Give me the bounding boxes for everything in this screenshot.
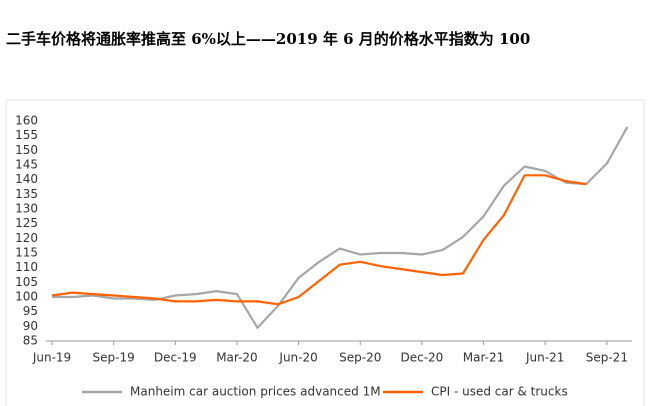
y-tick-label: 155 — [15, 128, 38, 142]
x-tick-label: Jun-21 — [525, 351, 564, 365]
y-tick-label: 135 — [15, 187, 38, 201]
y-tick-label: 140 — [15, 172, 38, 186]
y-tick-label: 115 — [15, 246, 38, 260]
chart-title: 二手车价格将通胀率推高至 6%以上——2019 年 6 月的价格水平指数为 10… — [6, 30, 530, 48]
legend-label: CPI - used car & trucks — [431, 385, 568, 399]
legend-label: Manheim car auction prices advanced 1M — [130, 385, 381, 399]
x-tick-label: Sep-21 — [586, 351, 628, 365]
y-tick-label: 105 — [15, 275, 38, 289]
series-line — [52, 126, 629, 329]
x-tick-label: Sep-19 — [93, 351, 135, 365]
series-line — [51, 174, 587, 306]
x-tick-label: Jun-20 — [278, 351, 317, 365]
y-tick-label: 160 — [15, 114, 38, 128]
x-tick-label: Mar-20 — [216, 351, 257, 365]
y-tick-label: 145 — [15, 158, 38, 172]
x-tick-label: Sep-20 — [339, 351, 381, 365]
y-tick-label: 125 — [15, 216, 38, 230]
y-tick-label: 110 — [15, 260, 38, 274]
y-tick-label: 100 — [15, 290, 38, 304]
y-tick-label: 120 — [15, 231, 38, 245]
x-tick-label: Dec-19 — [154, 351, 197, 365]
y-tick-label: 150 — [15, 143, 38, 157]
y-tick-label: 85 — [23, 334, 38, 348]
x-tick-label: Mar-21 — [463, 351, 504, 365]
x-tick-label: Dec-20 — [400, 351, 443, 365]
y-tick-label: 95 — [23, 304, 38, 318]
x-tick-label: Jun-19 — [32, 351, 71, 365]
y-tick-label: 90 — [23, 319, 38, 333]
y-tick-label: 130 — [15, 202, 38, 216]
